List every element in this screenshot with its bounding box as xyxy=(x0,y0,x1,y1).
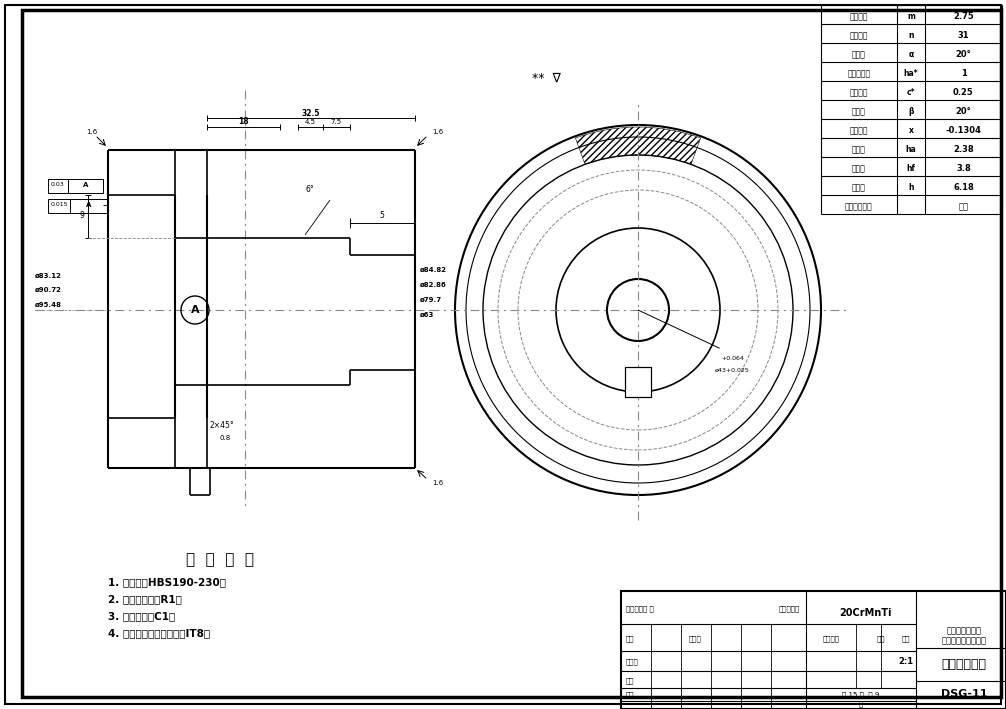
Text: 4.5: 4.5 xyxy=(305,119,316,125)
Text: DSG-11: DSG-11 xyxy=(941,689,987,699)
Text: ha*: ha* xyxy=(903,69,918,78)
Text: 2:1: 2:1 xyxy=(898,657,913,666)
Text: 全齿高: 全齿高 xyxy=(852,183,866,192)
Text: 重量: 重量 xyxy=(877,636,885,642)
Text: 1.6: 1.6 xyxy=(87,129,98,135)
Text: 郝增柱: 郝增柱 xyxy=(689,636,702,642)
Text: 汽车与交通工程学院: 汽车与交通工程学院 xyxy=(942,637,987,645)
Text: ø90.72: ø90.72 xyxy=(35,287,62,293)
Text: x: x xyxy=(908,126,913,135)
Text: 比例: 比例 xyxy=(901,636,910,642)
Text: 2.75: 2.75 xyxy=(953,12,974,21)
Text: 齿顶高: 齿顶高 xyxy=(852,145,866,154)
Text: 螺旋角: 螺旋角 xyxy=(852,107,866,116)
Text: 阶段标记: 阶段标记 xyxy=(823,636,839,642)
Text: 顶隙系数: 顶隙系数 xyxy=(850,88,868,97)
Text: 6°: 6° xyxy=(306,186,314,194)
Text: 0.8: 0.8 xyxy=(220,435,231,441)
Bar xyxy=(48,199,108,213)
Text: hf: hf xyxy=(906,164,915,173)
Text: 20CrMnTi: 20CrMnTi xyxy=(840,608,892,618)
Bar xyxy=(48,179,103,193)
Text: 20°: 20° xyxy=(956,50,972,59)
Bar xyxy=(625,367,651,397)
Bar xyxy=(621,591,1006,709)
Text: 标记处数分 区: 标记处数分 区 xyxy=(626,605,654,613)
Text: 7.5: 7.5 xyxy=(330,119,342,125)
Text: 1.6: 1.6 xyxy=(432,480,444,486)
Text: 2×45°: 2×45° xyxy=(210,420,234,430)
Text: ø79.7: ø79.7 xyxy=(420,297,442,303)
Text: ø84.82: ø84.82 xyxy=(420,267,447,273)
Text: 3.8: 3.8 xyxy=(956,164,971,173)
Text: 黑龙江工程学院: 黑龙江工程学院 xyxy=(947,627,982,635)
Text: A: A xyxy=(87,202,92,208)
Text: 法向模数: 法向模数 xyxy=(850,12,868,21)
Text: h: h xyxy=(908,183,913,192)
Text: ø95.48: ø95.48 xyxy=(35,302,62,308)
Text: 校图员: 校图员 xyxy=(626,659,639,665)
Text: 31: 31 xyxy=(958,31,970,40)
Bar xyxy=(625,367,651,397)
Text: 6.18: 6.18 xyxy=(953,183,974,192)
Text: 左旋: 左旋 xyxy=(959,202,969,211)
Text: **  ∇: ** ∇ xyxy=(532,72,561,84)
Text: A: A xyxy=(83,182,89,188)
Text: 5: 5 xyxy=(379,211,384,220)
Text: ø43+0.025: ø43+0.025 xyxy=(714,368,749,373)
Text: A: A xyxy=(191,305,199,315)
Text: -0.1304: -0.1304 xyxy=(946,126,982,135)
Text: 齿顶高系数: 齿顶高系数 xyxy=(847,69,870,78)
Text: 1. 调质处理HBS190-230；: 1. 调质处理HBS190-230； xyxy=(108,577,226,587)
Text: α: α xyxy=(908,50,913,59)
Text: 18: 18 xyxy=(237,118,248,126)
Text: 齿轮齿数: 齿轮齿数 xyxy=(850,31,868,40)
Text: 0.03: 0.03 xyxy=(51,182,64,187)
Text: 工艺: 工艺 xyxy=(626,692,635,698)
Text: 轮齿倾斜方向: 轮齿倾斜方向 xyxy=(845,202,873,211)
Text: 审核: 审核 xyxy=(626,678,635,684)
Text: 3. 未注侧角为C1；: 3. 未注侧角为C1； xyxy=(108,611,175,621)
Text: +0.064: +0.064 xyxy=(721,356,744,361)
Text: β: β xyxy=(908,107,913,116)
Text: 2. 未注圆角半径R1；: 2. 未注圆角半径R1； xyxy=(108,594,182,604)
Text: 32.5: 32.5 xyxy=(302,108,320,118)
Text: 齿根高: 齿根高 xyxy=(852,164,866,173)
Text: ø63: ø63 xyxy=(420,312,435,318)
Text: 2.38: 2.38 xyxy=(954,145,974,154)
Text: 4. 未注偏差尺寸处精度为IT8。: 4. 未注偏差尺寸处精度为IT8。 xyxy=(108,628,210,638)
Text: 张: 张 xyxy=(859,700,863,708)
Text: ø83.12: ø83.12 xyxy=(35,273,62,279)
Text: 更改文件号: 更改文件号 xyxy=(779,605,800,613)
Text: 1.6: 1.6 xyxy=(432,129,444,135)
Text: 共 15 张  第 9: 共 15 张 第 9 xyxy=(842,692,879,698)
Text: 0.015: 0.015 xyxy=(50,203,67,208)
Text: ø82.86: ø82.86 xyxy=(420,282,447,288)
Text: n: n xyxy=(908,31,913,40)
Text: c*: c* xyxy=(906,88,915,97)
Text: 9: 9 xyxy=(79,211,83,220)
Text: 技  术  要  求: 技 术 要 求 xyxy=(186,552,254,567)
Text: 0.25: 0.25 xyxy=(953,88,974,97)
Text: 1: 1 xyxy=(961,69,967,78)
Text: 三挡从动齿轮: 三挡从动齿轮 xyxy=(942,657,987,671)
Text: ha: ha xyxy=(905,145,916,154)
Text: 压力角: 压力角 xyxy=(852,50,866,59)
Text: 设计: 设计 xyxy=(626,636,635,642)
Text: 20°: 20° xyxy=(956,107,972,116)
Text: m: m xyxy=(907,12,914,21)
Text: 变位系数: 变位系数 xyxy=(850,126,868,135)
